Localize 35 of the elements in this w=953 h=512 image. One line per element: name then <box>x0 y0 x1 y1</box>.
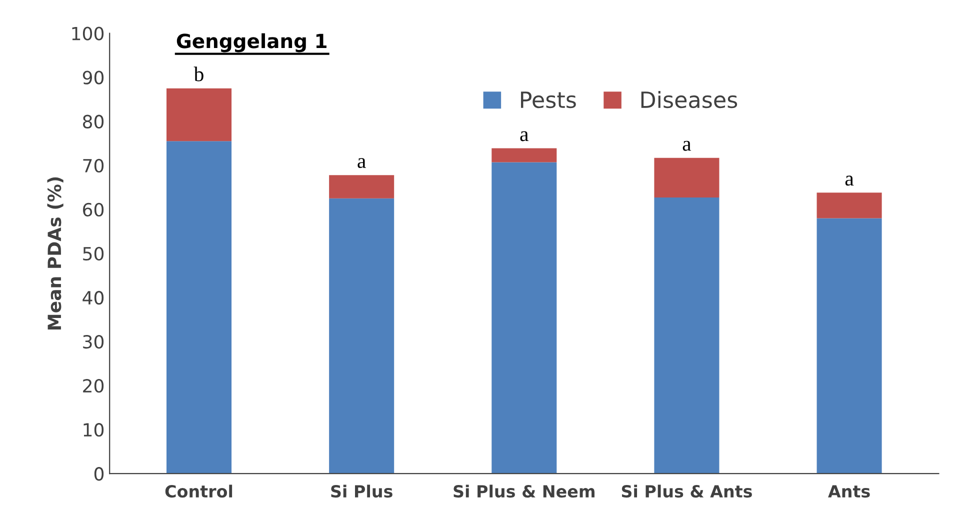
bar <box>166 88 232 142</box>
y-tick-label: 10 <box>84 423 104 437</box>
annotation: b <box>194 66 204 82</box>
bar <box>816 192 882 218</box>
bar <box>492 162 557 474</box>
legend-label: Diseases <box>641 90 738 108</box>
y-tick-label: 0 <box>94 467 104 481</box>
bar <box>654 198 720 474</box>
y-tick-label: 70 <box>83 158 104 172</box>
annotation: a <box>845 176 854 186</box>
x-tick-label: Si Plus & Ants <box>622 484 752 498</box>
y-tick-label: 30 <box>83 334 104 349</box>
annotation: a <box>520 131 528 142</box>
y-tick-label: 20 <box>83 378 104 393</box>
x-tick-label: Si Plus <box>331 484 392 498</box>
annotation: a <box>682 140 692 151</box>
x-tick-label: Ants <box>828 485 870 498</box>
bar <box>816 218 882 474</box>
y-axis-title: Mean PDAs (%) <box>47 177 64 330</box>
legend-label: Pests <box>521 92 576 108</box>
x-tick-label: Si Plus & Neem <box>454 484 594 498</box>
bar <box>166 141 232 474</box>
y-tick-label: 80 <box>82 114 104 128</box>
bar <box>492 148 557 162</box>
y-tick-label: 50 <box>83 246 104 261</box>
y-tick-label: 100 <box>72 26 104 40</box>
annotation: a <box>358 158 366 168</box>
chart-title: Genggelang 1 <box>176 33 326 52</box>
bar <box>329 198 394 474</box>
y-tick-label: 90 <box>82 70 104 84</box>
y-tick-label: 60 <box>83 202 104 217</box>
x-tick-label: Control <box>165 484 232 498</box>
bar <box>329 175 394 198</box>
y-tick-label: 40 <box>82 290 104 305</box>
bar <box>654 158 720 198</box>
